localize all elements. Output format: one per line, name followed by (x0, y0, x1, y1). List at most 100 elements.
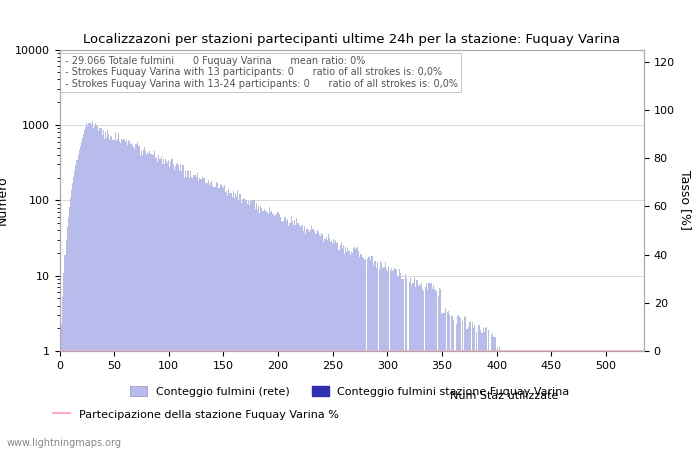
Bar (92, 121, 93, 450)
Bar (259, 213, 260, 450)
Bar (298, 223, 300, 450)
Bar (277, 212, 279, 450)
Bar (538, 351, 540, 450)
Bar (106, 138, 107, 450)
Bar (210, 184, 211, 450)
Bar (528, 351, 530, 450)
Bar (613, 351, 614, 450)
Bar (98, 131, 99, 450)
Bar (279, 216, 281, 450)
Bar (369, 256, 370, 450)
Bar (531, 351, 532, 450)
Bar (172, 158, 173, 450)
Bar (241, 203, 242, 450)
Bar (272, 214, 273, 450)
Bar (398, 276, 399, 450)
Bar (468, 327, 469, 450)
Bar (119, 141, 120, 450)
Bar (440, 289, 441, 450)
Bar (304, 234, 306, 450)
Bar (168, 160, 169, 450)
Bar (267, 215, 269, 450)
Bar (575, 351, 577, 450)
Bar (178, 165, 179, 450)
Bar (306, 229, 307, 450)
Text: www.lightningmaps.org: www.lightningmaps.org (7, 438, 122, 448)
Bar (165, 159, 166, 450)
Bar (428, 284, 429, 450)
Bar (639, 351, 640, 450)
Bar (357, 247, 358, 450)
Bar (404, 351, 405, 450)
Bar (148, 151, 150, 450)
Bar (240, 194, 241, 450)
Bar (380, 261, 382, 450)
Bar (248, 201, 249, 450)
Bar (247, 204, 248, 450)
Bar (389, 351, 390, 450)
Bar (284, 217, 285, 450)
Bar (491, 333, 493, 450)
Bar (207, 180, 209, 450)
Bar (346, 252, 347, 450)
Bar (141, 151, 142, 450)
Bar (331, 242, 332, 450)
Bar (186, 176, 187, 450)
Bar (294, 220, 295, 450)
Bar (526, 351, 528, 450)
Bar (101, 128, 102, 450)
Bar (585, 351, 587, 450)
Bar (603, 351, 604, 450)
Bar (236, 196, 237, 450)
Bar (458, 317, 460, 450)
Bar (270, 212, 271, 450)
Bar (71, 190, 72, 450)
Bar (180, 163, 181, 450)
Bar (204, 178, 205, 450)
Bar (191, 177, 193, 450)
Bar (382, 268, 384, 450)
Bar (495, 337, 496, 450)
Bar (292, 221, 293, 450)
Bar (343, 245, 344, 450)
Bar (244, 198, 245, 450)
Bar (589, 351, 590, 450)
Bar (213, 187, 214, 450)
Bar (363, 258, 364, 450)
Bar (349, 255, 351, 450)
Bar (223, 188, 224, 450)
Bar (150, 154, 152, 450)
Bar (556, 351, 557, 450)
Bar (69, 207, 70, 450)
Legend: Partecipazione della stazione Fuquay Varina %: Partecipazione della stazione Fuquay Var… (49, 405, 343, 424)
Bar (238, 202, 239, 450)
Bar (353, 248, 354, 450)
Bar (564, 351, 565, 450)
Bar (220, 184, 222, 450)
Bar (392, 271, 393, 450)
Bar (302, 231, 304, 450)
Bar (286, 221, 287, 450)
Bar (322, 234, 323, 450)
Bar (486, 327, 487, 450)
Bar (312, 230, 314, 450)
Bar (638, 351, 639, 450)
Bar (396, 277, 398, 450)
Bar (105, 132, 106, 450)
Bar (232, 191, 234, 450)
Bar (84, 130, 85, 450)
Bar (62, 297, 63, 450)
Bar (285, 217, 286, 450)
Bar (60, 307, 61, 450)
Bar (476, 332, 477, 450)
Bar (94, 126, 95, 450)
Bar (435, 290, 436, 450)
Bar (329, 238, 330, 450)
Bar (447, 312, 448, 450)
Bar (581, 351, 582, 450)
Bar (271, 211, 272, 450)
Bar (318, 232, 319, 450)
Bar (274, 216, 275, 450)
Bar (344, 254, 345, 450)
Bar (414, 277, 415, 450)
